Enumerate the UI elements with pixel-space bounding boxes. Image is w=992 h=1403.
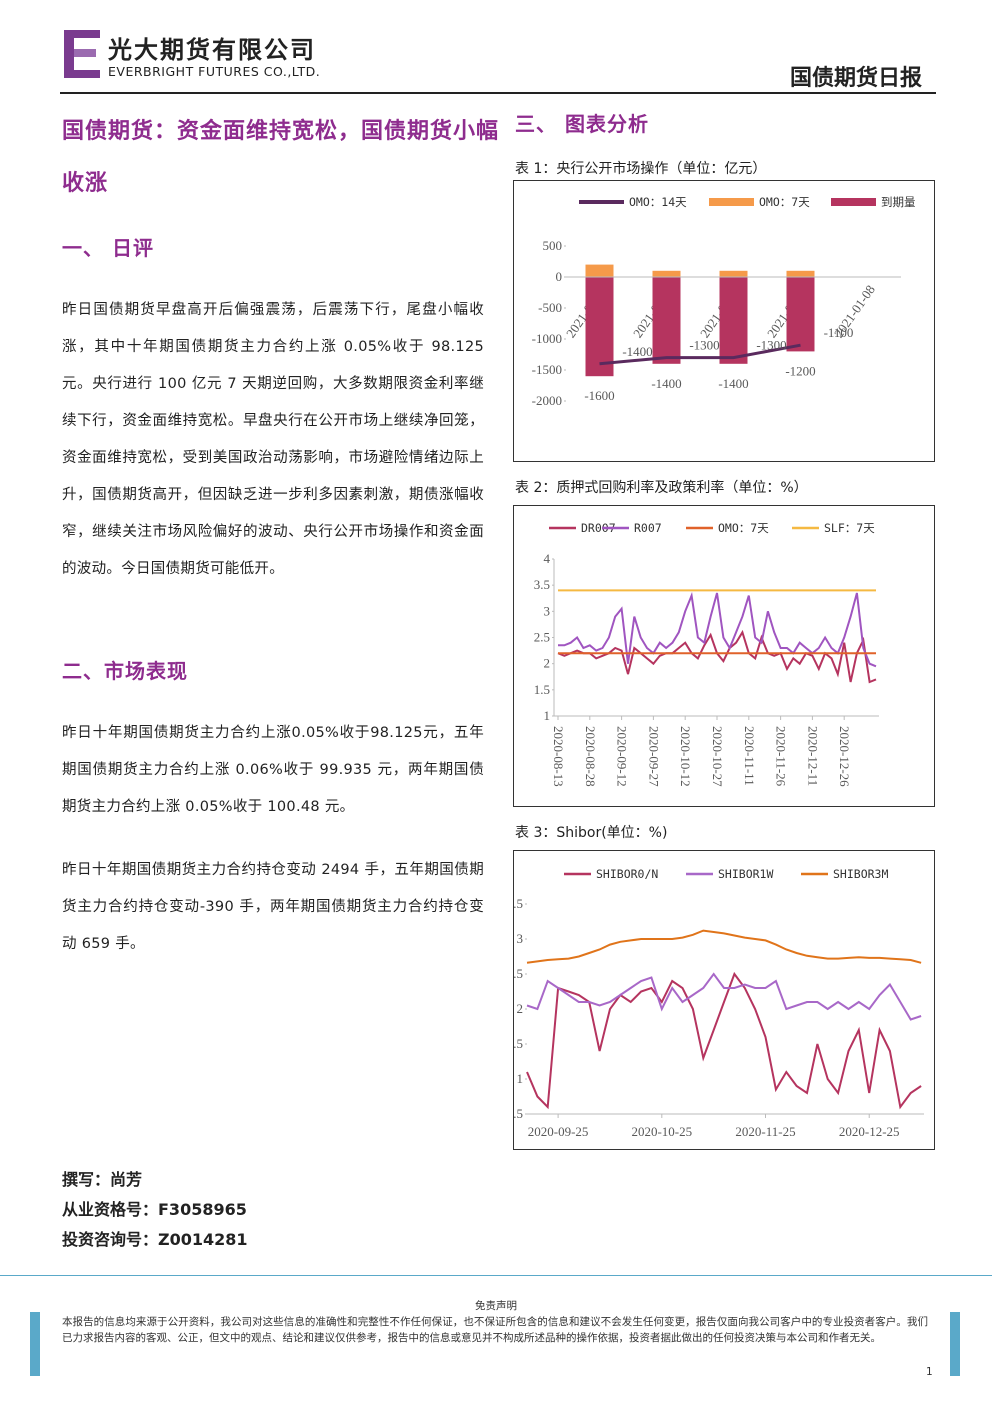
y-tick-label: 1.5	[534, 682, 550, 697]
series-line	[558, 591, 877, 668]
y-tick-label: 0.5	[513, 1106, 523, 1121]
y-tick-label: -1500	[532, 362, 562, 377]
legend-label: OMO：14天	[629, 195, 687, 209]
paragraph: 昨日十年期国债期货主力合约持仓变动 2494 手，五年期国债期货主力合约持仓变动…	[62, 862, 484, 952]
footer-bar	[950, 1312, 960, 1376]
legend-label: SHIBOR1W	[718, 867, 773, 881]
x-tick-label: 2020-12-25	[839, 1124, 900, 1139]
x-tick-label: 2020-08-13	[551, 726, 566, 787]
legend-label: OMO：7天	[759, 195, 810, 209]
data-label: -1300	[689, 338, 719, 353]
x-tick-label: 2020-10-27	[710, 726, 725, 787]
y-tick-label: 2.5	[534, 630, 550, 645]
x-tick-label: 2020-09-25	[528, 1124, 589, 1139]
legend-label: SHIBOR0/N	[596, 867, 658, 881]
series-line	[526, 929, 922, 964]
footer-bar	[30, 1312, 40, 1376]
legend-label: DR007	[581, 521, 616, 535]
x-tick-label: 2020-09-12	[615, 726, 630, 787]
bar	[719, 270, 748, 277]
series-line	[599, 343, 801, 366]
bar	[652, 277, 681, 364]
x-tick-label: 2020-11-26	[774, 726, 789, 787]
y-tick-label: 500	[543, 238, 563, 253]
report-name: 国债期货日报	[789, 66, 922, 91]
y-tick-label: -1000	[532, 331, 562, 346]
y-tick-label: 1.5	[513, 1036, 523, 1051]
header-rule	[60, 92, 936, 94]
y-tick-label: 0	[556, 269, 563, 284]
data-label: -1100	[824, 325, 854, 340]
y-tick-label: 2.5	[513, 966, 523, 981]
x-tick-label: 2020-09-27	[646, 726, 661, 787]
author: 从业资格号：F3058965	[62, 1200, 247, 1219]
y-tick-label: 1	[544, 708, 551, 723]
section-heading: 一、 日评	[62, 236, 154, 260]
bar	[786, 277, 815, 352]
legend-label: SLF：7天	[824, 521, 875, 535]
y-tick-label: 2	[544, 656, 551, 671]
data-label: -1400	[622, 344, 652, 359]
y-tick-label: 3.5	[513, 896, 523, 911]
chart-caption: 表 2：质押式回购利率及政策利率（单位：%）	[515, 480, 808, 496]
data-label: -1300	[756, 338, 786, 353]
x-tick-label: 2020-12-26	[837, 726, 852, 787]
bar	[585, 277, 614, 377]
chart: 1 1.5 2 2.5 3 3.5 4 DR007 R007 OMO：7天 SLF：7天 2020-0…	[513, 505, 935, 807]
y-tick-label: 3	[544, 603, 551, 618]
data-label: -1200	[785, 363, 815, 378]
x-tick-label: 2020-10-25	[631, 1124, 692, 1139]
data-label: -1600	[584, 388, 614, 403]
legend-label: 到期量	[881, 195, 916, 209]
y-tick-label: 1	[517, 1071, 524, 1086]
paragraph: 昨日十年期国债期货主力合约上涨0.05%收于98.125元，五年期国债期货主力合…	[62, 725, 484, 815]
y-tick-label: 2	[517, 1001, 524, 1016]
series-line	[526, 972, 922, 1021]
bar	[585, 264, 614, 277]
bar	[652, 270, 681, 277]
chart: 0.5 1 1.5 2 2.5 3 3.5 SHIBOR0/N SHIBOR1W SHIBOR3M…	[513, 850, 935, 1150]
series-line	[557, 629, 877, 684]
disclaimer-title: 免责声明	[475, 1300, 517, 1312]
x-tick-label: 2020-10-12	[678, 726, 693, 787]
page-number: 1	[926, 1366, 933, 1378]
disclaimer: 本报告的信息均来源于公开资料，我公司对这些信息的准确性和完整性不作任何保证，也不…	[62, 1316, 928, 1344]
logo-icon	[64, 30, 100, 78]
y-tick-label: -2000	[532, 393, 562, 408]
data-label: -1400	[651, 376, 681, 391]
data-label: -1400	[718, 376, 748, 391]
legend-label: R007	[634, 521, 662, 535]
company-en: EVERBRIGHT FUTURES CO.,LTD.	[108, 64, 321, 79]
chart-caption: 表 3：Shibor(单位：%)	[515, 825, 668, 841]
legend-label: SHIBOR3M	[833, 867, 888, 881]
chart-caption: 表 1：央行公开市场操作（单位：亿元）	[515, 161, 767, 177]
x-tick-label: 2020-12-11	[805, 726, 820, 786]
company-name: 光大期货有限公司	[108, 36, 316, 64]
x-tick-label: 2020-08-28	[583, 726, 598, 787]
footer-rule	[0, 1275, 992, 1276]
y-tick-label: -500	[538, 300, 562, 315]
y-tick-label: 4	[544, 551, 551, 566]
author: 撰写：尚芳	[62, 1170, 143, 1189]
doc-title: 国债期货：资金面维持宽松，国债期货小幅收涨	[62, 119, 500, 196]
paragraph: 昨日国债期货早盘高开后偏强震荡，后震荡下行，尾盘小幅收涨，其中十年期国债期货主力…	[62, 302, 484, 577]
section-heading: 二、市场表现	[62, 659, 188, 683]
bar	[786, 270, 815, 277]
series-line	[526, 971, 922, 1110]
section-heading: 三、 图表分析	[515, 112, 649, 136]
x-tick-label: 2020-11-11	[742, 726, 757, 786]
y-tick-label: 3	[517, 931, 524, 946]
bar	[719, 277, 748, 364]
y-tick-label: 3.5	[534, 577, 550, 592]
author: 投资咨询号：Z0014281	[62, 1230, 248, 1249]
legend-label: OMO：7天	[718, 521, 769, 535]
x-tick-label: 2020-11-25	[735, 1124, 795, 1139]
